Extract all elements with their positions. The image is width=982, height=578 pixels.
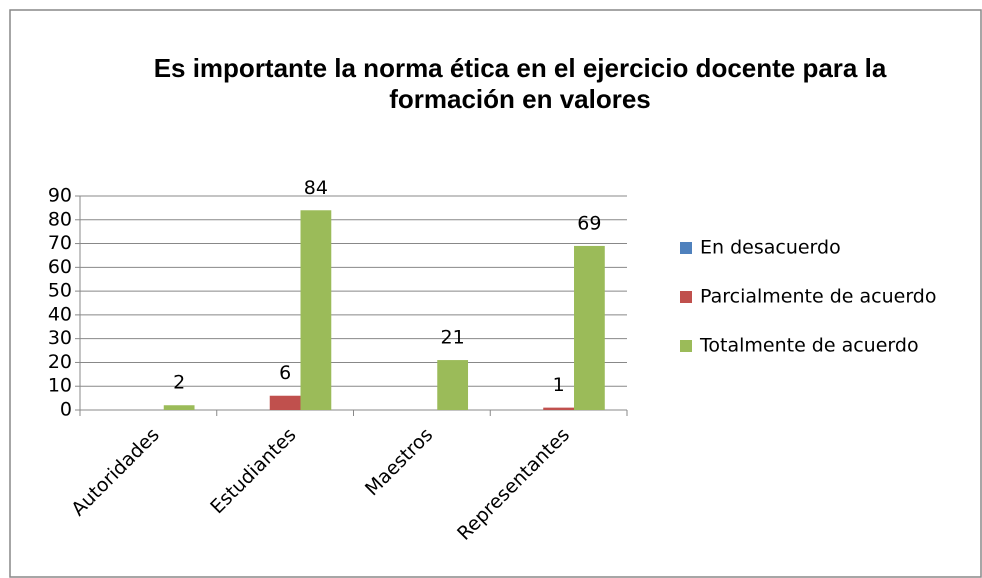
bar: [437, 360, 469, 410]
legend-swatch: [680, 242, 692, 254]
y-tick-label: 20: [48, 351, 72, 373]
data-label: 84: [304, 177, 328, 199]
bar: [163, 405, 195, 410]
data-label: 1: [553, 374, 565, 396]
legend-label: Parcialmente de acuerdo: [700, 286, 936, 308]
chart-frame: [9, 9, 982, 578]
data-label: 2: [173, 372, 185, 394]
legend-swatch: [680, 340, 692, 352]
legend-swatch: [680, 291, 692, 303]
y-tick-label: 70: [48, 232, 72, 254]
data-label: 6: [279, 362, 291, 384]
y-tick-label: 30: [48, 327, 72, 349]
y-tick-label: 40: [48, 303, 72, 325]
y-tick-label: 90: [48, 185, 72, 207]
bar: [543, 407, 575, 410]
bar: [269, 395, 301, 410]
chart-title: Es importante la norma ética en el ejerc…: [154, 53, 887, 83]
y-tick-label: 80: [48, 208, 72, 230]
data-label: 21: [441, 327, 465, 349]
bar: [300, 210, 332, 410]
y-tick-label: 50: [48, 280, 72, 302]
legend-label: En desacuerdo: [700, 237, 841, 259]
legend-label: Totalmente de acuerdo: [699, 335, 919, 357]
bar: [574, 245, 605, 410]
y-tick-label: 0: [60, 399, 72, 421]
y-tick-label: 60: [48, 256, 72, 278]
y-tick-label: 10: [48, 375, 72, 397]
data-label: 69: [577, 212, 601, 234]
chart-title: formación en valores: [389, 84, 651, 114]
